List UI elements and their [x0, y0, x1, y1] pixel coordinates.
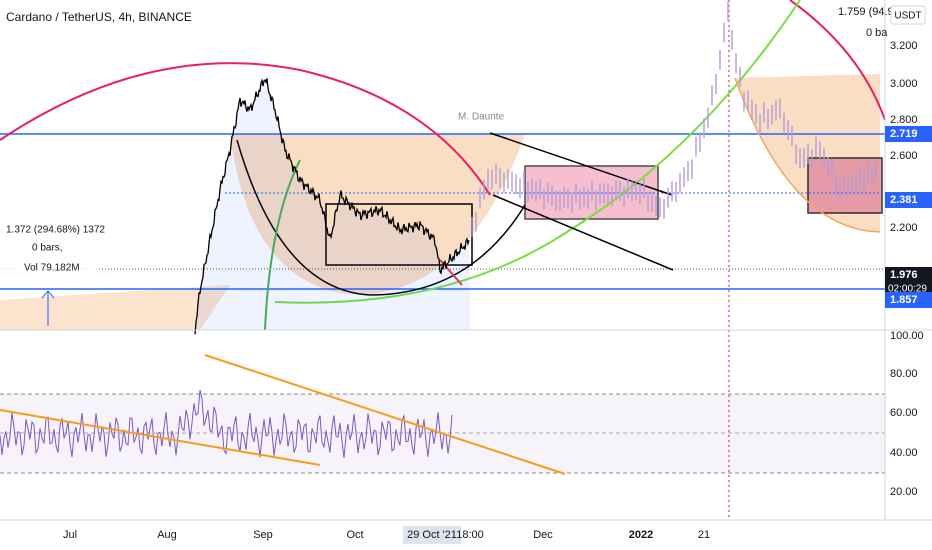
time-axis-label: 2022: [629, 529, 653, 541]
info-box: [0, 218, 98, 280]
legend-value: 1.759 (94.9: [838, 6, 894, 18]
legend-bars: 0 ba: [866, 27, 888, 39]
arc: [734, 77, 881, 233]
time-axis-label: 18:00: [456, 529, 484, 541]
price-series: [194, 1, 877, 335]
price-axis-label: 2.200: [890, 222, 918, 234]
price-line: [194, 78, 470, 335]
arc: [274, 0, 801, 304]
price-axis-label: 3.000: [890, 78, 918, 90]
info-vol: Vol 79.182M: [24, 263, 80, 274]
price-tag-label: 2.719: [890, 128, 918, 140]
rsi-axis-label: 80.00: [890, 368, 918, 380]
arrow: [41, 290, 55, 299]
rsi-axis-label: 60.00: [890, 407, 918, 419]
price-tag: [885, 126, 932, 142]
currency: USDT: [894, 11, 921, 22]
price-tag-label: 1.976: [890, 269, 918, 281]
currency-box: [890, 5, 926, 25]
price-axis-label: 3.200: [890, 40, 918, 52]
annotation: M. Daunte: [458, 112, 505, 123]
time-axis-label: Dec: [533, 529, 553, 541]
time-axis-label: 21: [698, 529, 710, 541]
price-tag-label: 2.381: [890, 194, 918, 206]
time-axis-label: Aug: [157, 529, 177, 541]
price-tag-sub: 02:00:29: [888, 284, 927, 295]
time-axis-label: Oct: [346, 529, 363, 541]
trend-line: [492, 194, 674, 271]
time-highlight: [403, 526, 461, 544]
price-tag: [885, 292, 932, 308]
trend-line: [489, 132, 673, 196]
trend-line: [0, 409, 321, 466]
info-bars: 0 bars,: [32, 243, 63, 254]
time-axis-label: 29 Oct '21: [407, 529, 457, 541]
rsi-axis-label: 40.00: [890, 447, 918, 459]
rsi-series: [0, 389, 453, 458]
rsi-axis-label: 20.00: [890, 486, 918, 498]
trend-line: [204, 354, 566, 475]
time-axis-label: Jul: [63, 529, 77, 541]
arc: [236, 139, 526, 296]
symbol-title: Cardano / TetherUS, 4h, BINANCE: [6, 10, 192, 24]
rsi-line: [0, 389, 453, 458]
price-tag: [885, 192, 932, 208]
arc: [264, 159, 301, 331]
arc: [789, 0, 886, 121]
left-fill: [0, 285, 230, 330]
rsi-axis-label: 100.00: [890, 330, 924, 342]
price-area: [195, 78, 470, 335]
price-tag-label: 1.857: [890, 294, 918, 306]
info-change: 1.372 (294.68%) 1372: [6, 225, 105, 236]
arc: [0, 62, 491, 196]
price-axis-label: 2.600: [890, 150, 918, 162]
price-axis-label: 2.800: [890, 114, 918, 126]
labels: Cardano / TetherUS, 4h, BINANCE 1.759 (94…: [0, 5, 932, 544]
time-axis-label: Sep: [253, 529, 273, 541]
